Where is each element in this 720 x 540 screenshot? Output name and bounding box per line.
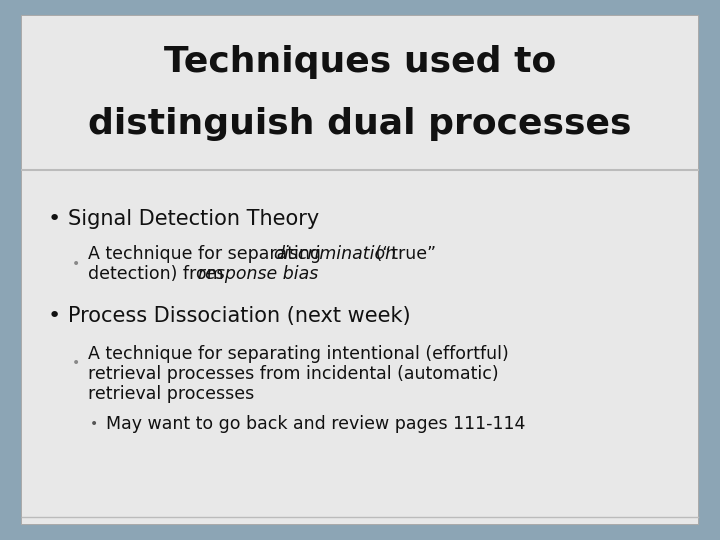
Text: response bias: response bias — [198, 265, 318, 284]
Text: •: • — [89, 417, 98, 431]
Text: detection) from: detection) from — [88, 265, 229, 284]
FancyBboxPatch shape — [22, 16, 698, 524]
Text: May want to go back and review pages 111-114: May want to go back and review pages 111… — [106, 415, 525, 433]
Text: •: • — [71, 356, 80, 370]
Text: discrimination: discrimination — [274, 245, 397, 263]
Text: •: • — [71, 256, 80, 271]
Text: Techniques used to: Techniques used to — [164, 45, 556, 79]
Text: •: • — [48, 208, 60, 229]
Text: A technique for separating: A technique for separating — [88, 245, 326, 263]
Text: retrieval processes: retrieval processes — [88, 385, 254, 403]
Text: distinguish dual processes: distinguish dual processes — [89, 107, 631, 141]
Text: retrieval processes from incidental (automatic): retrieval processes from incidental (aut… — [88, 364, 498, 383]
Text: A technique for separating intentional (effortful): A technique for separating intentional (… — [88, 345, 508, 363]
FancyBboxPatch shape — [22, 170, 698, 524]
Text: •: • — [48, 306, 60, 326]
FancyBboxPatch shape — [22, 16, 698, 170]
Text: Process Dissociation (next week): Process Dissociation (next week) — [68, 306, 411, 326]
Text: Signal Detection Theory: Signal Detection Theory — [68, 208, 320, 229]
Text: (“true”: (“true” — [369, 245, 436, 263]
